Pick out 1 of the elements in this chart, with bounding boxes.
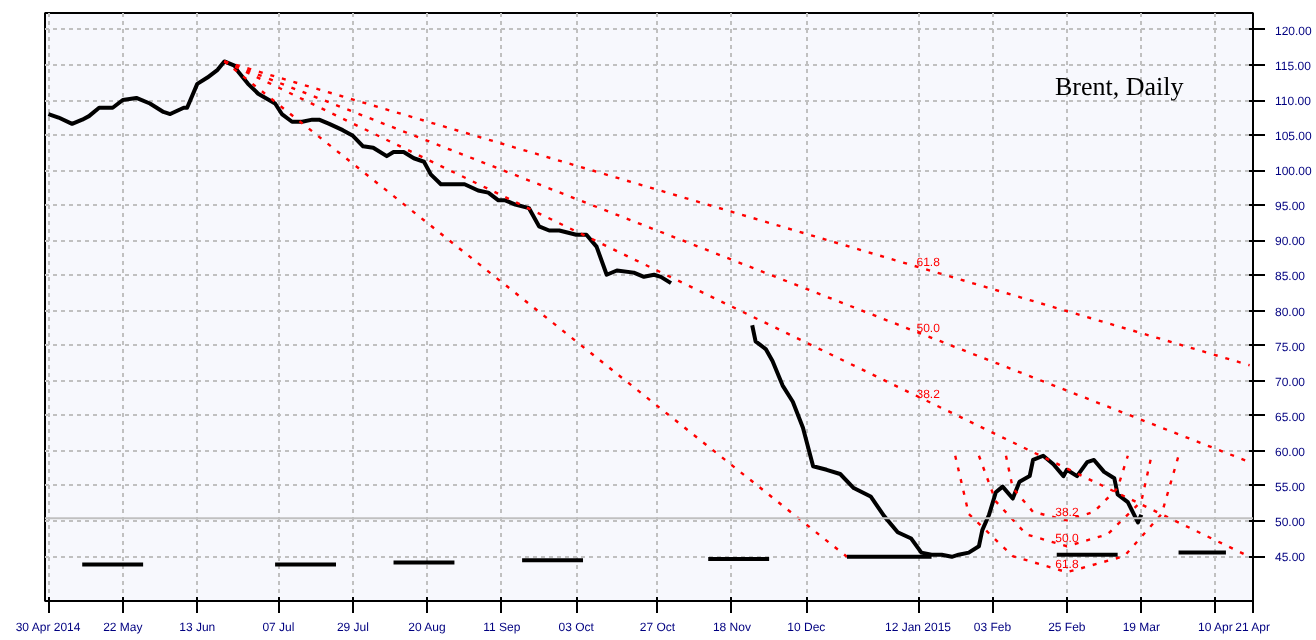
text: Brent, Daily xyxy=(1055,71,1185,101)
